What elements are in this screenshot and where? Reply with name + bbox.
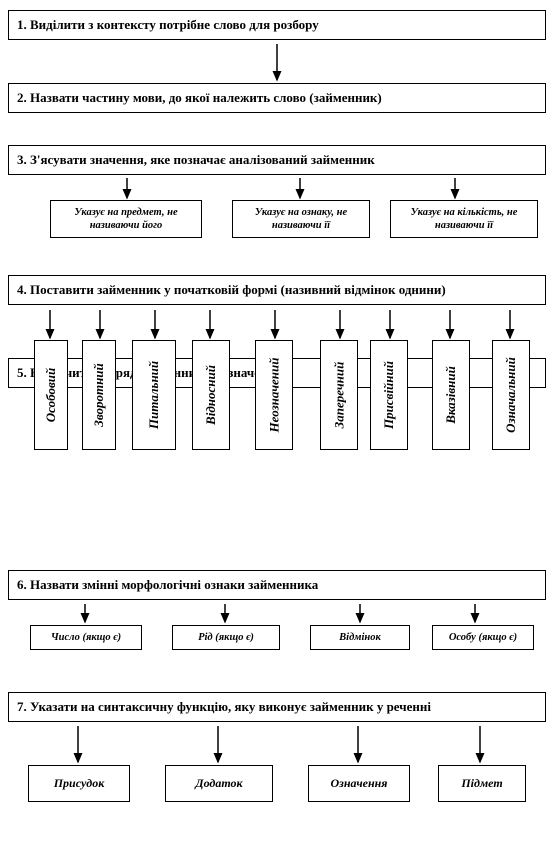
- step-2: 2. Назвати частину мови, до якої належит…: [8, 83, 546, 113]
- cat-zaperechnyi: Заперечний: [320, 340, 358, 450]
- cat-prysviinyi: Присвійний: [370, 340, 408, 450]
- step7-sub-a: Присудок: [28, 765, 130, 802]
- step-4: 4. Поставити займенник у початковій форм…: [8, 275, 546, 305]
- step-3: 3. З'ясувати значення, яке позначає анал…: [8, 145, 546, 175]
- step6-sub-c: Відмінок: [310, 625, 410, 650]
- cat-vkazivnyi: Вказівний: [432, 340, 470, 450]
- cat-oznachalnyi: Означальний: [492, 340, 530, 450]
- step7-sub-c: Означення: [308, 765, 410, 802]
- step6-sub-a: Число (якщо є): [30, 625, 142, 650]
- step-1: 1. Виділити з контексту потрібне слово д…: [8, 10, 546, 40]
- step6-sub-b: Рід (якщо є): [172, 625, 280, 650]
- cat-neoznachenyi: Неозначений: [255, 340, 293, 450]
- cat-pytalnyi: Питальний: [132, 340, 176, 450]
- step-7: 7. Указати на синтаксичну функцію, яку в…: [8, 692, 546, 722]
- cat-zvorotnyi: Зворотний: [82, 340, 116, 450]
- cat-osobovyi: Особовий: [34, 340, 68, 450]
- step3-sub-b: Указує на ознаку, не називаючи її: [232, 200, 370, 238]
- step7-sub-d: Підмет: [438, 765, 526, 802]
- cat-vidnosnyi: Відносний: [192, 340, 230, 450]
- step3-sub-a: Указує на предмет, не називаючи його: [50, 200, 202, 238]
- step-6: 6. Назвати змінні морфологічні ознаки за…: [8, 570, 546, 600]
- step7-sub-b: Додаток: [165, 765, 273, 802]
- step6-sub-d: Особу (якщо є): [432, 625, 534, 650]
- step3-sub-c: Указує на кількість, не називаючи її: [390, 200, 538, 238]
